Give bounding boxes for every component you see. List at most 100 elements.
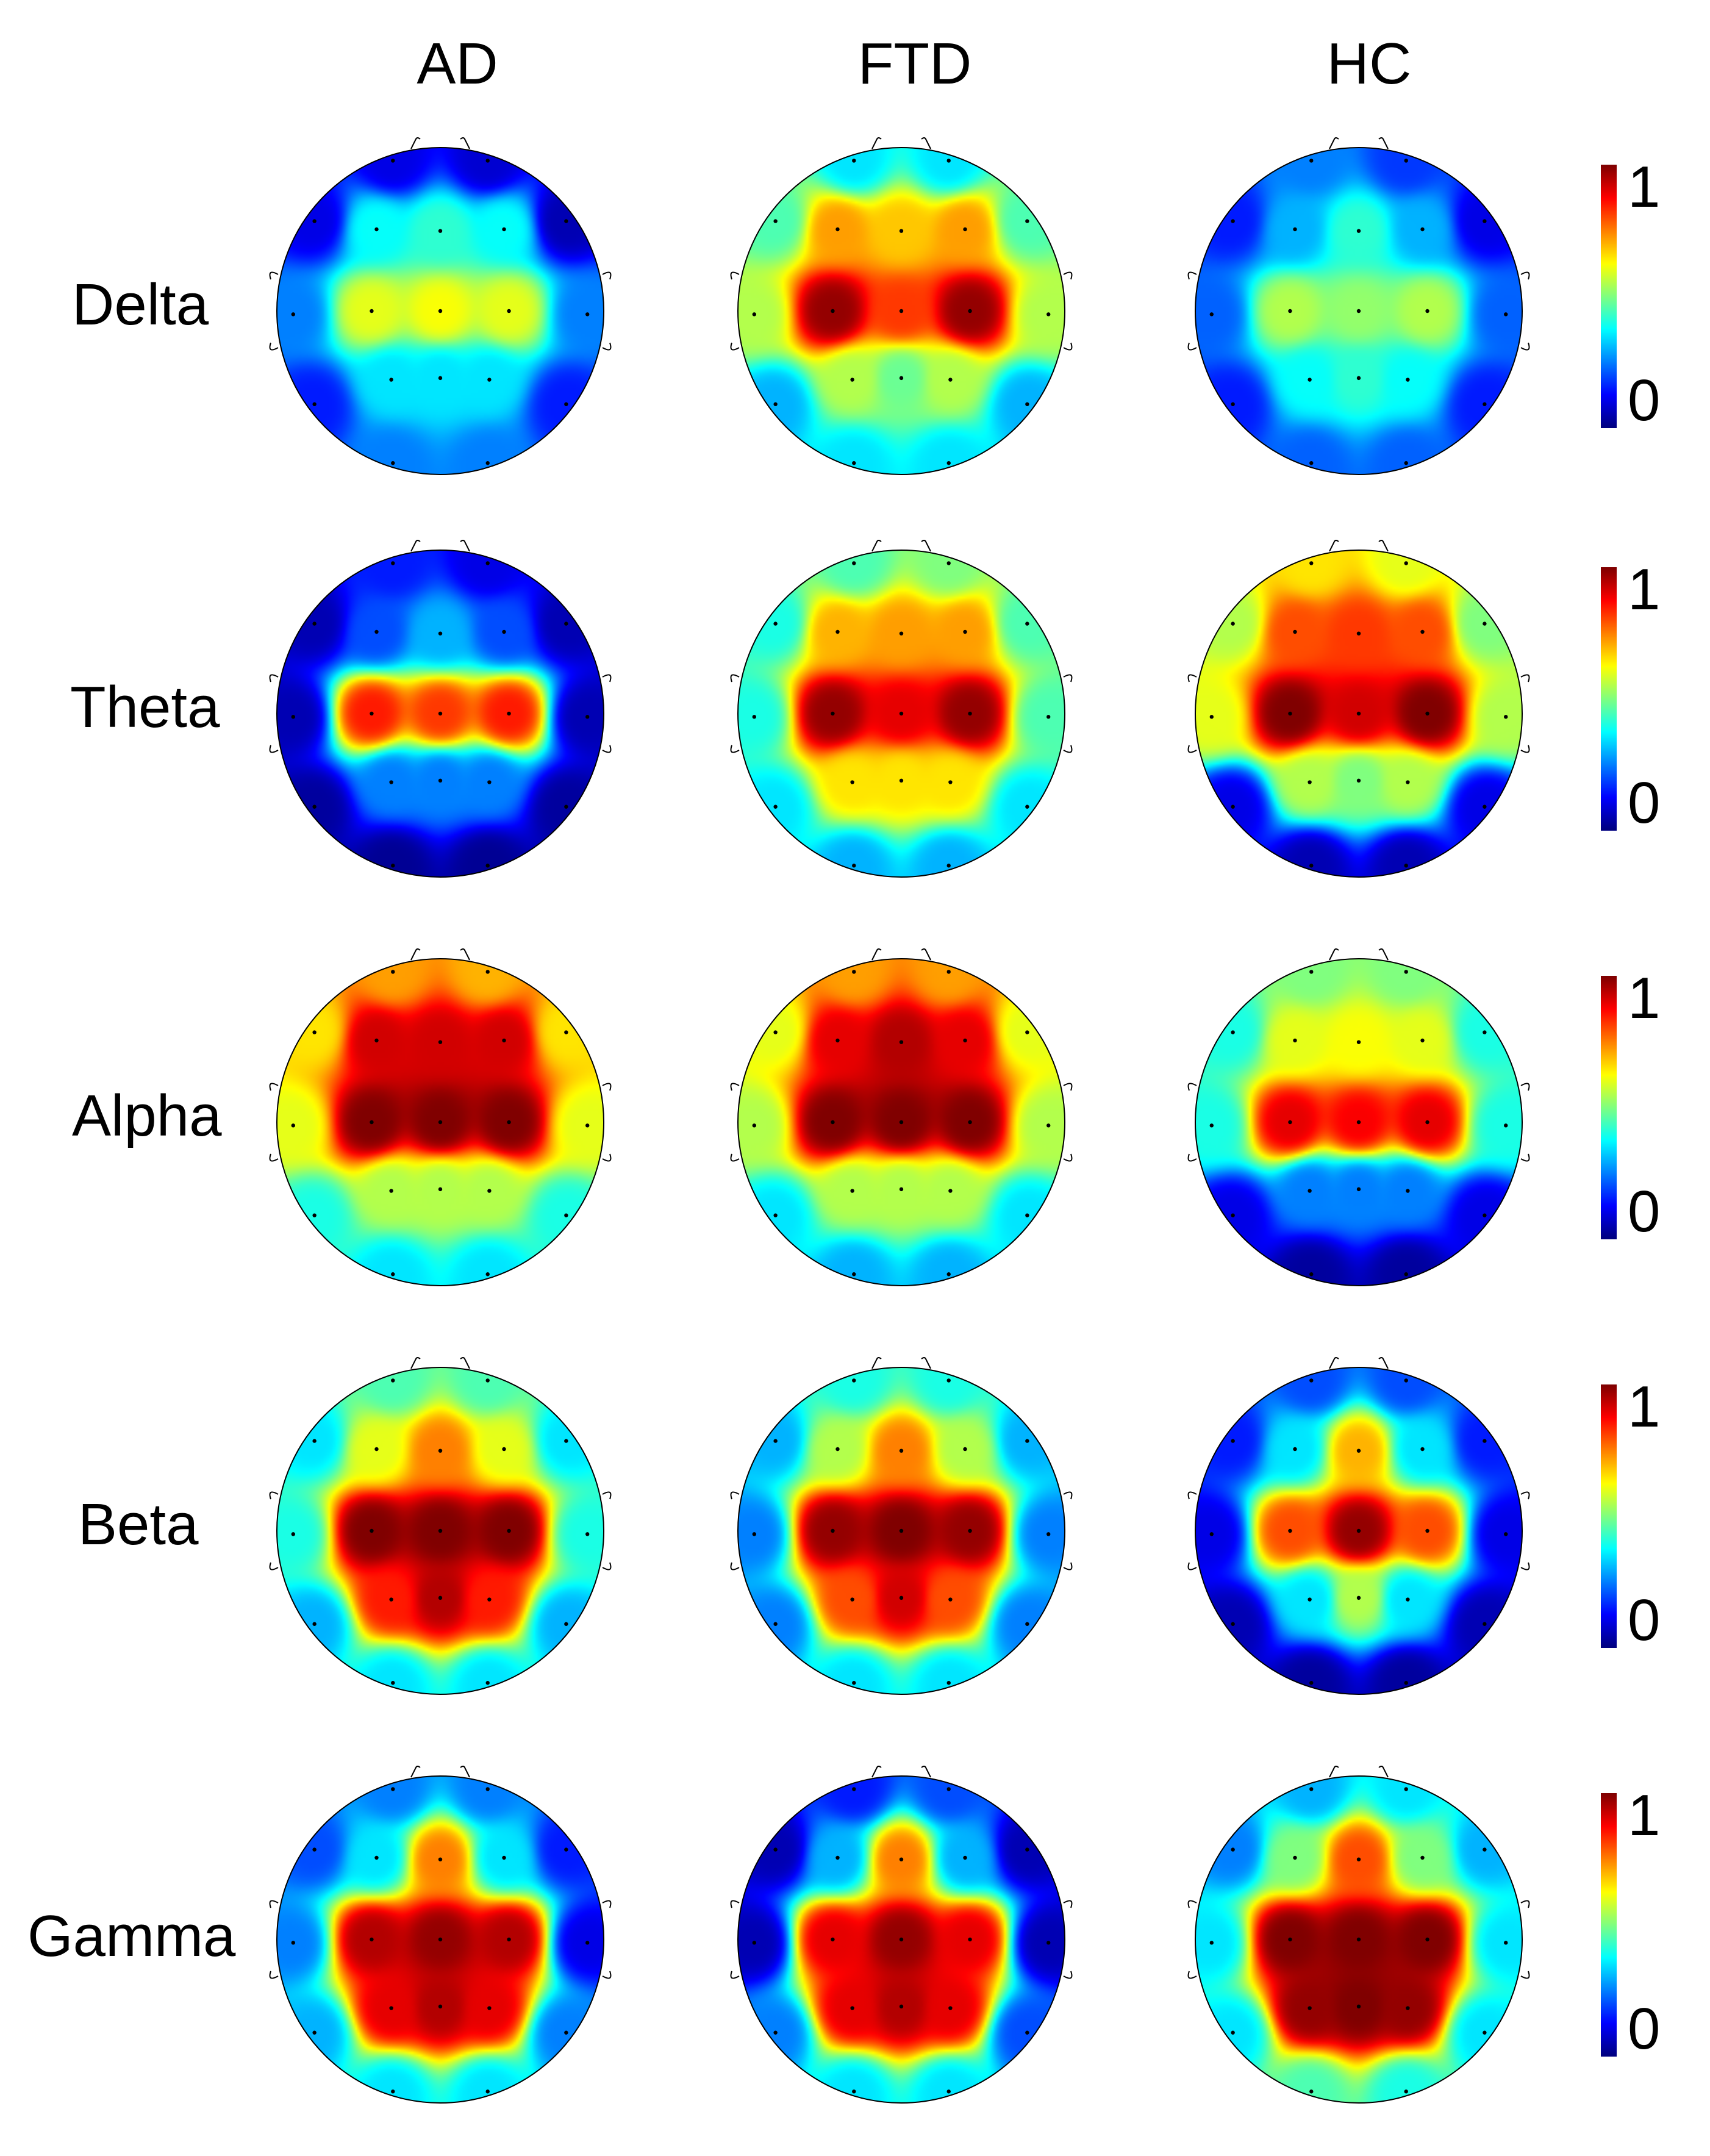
electrode-f4 bbox=[1420, 629, 1425, 634]
electrode-o2 bbox=[946, 1272, 951, 1277]
electrode-f4 bbox=[1420, 227, 1425, 232]
colorbar-tick-max: 1 bbox=[1628, 1783, 1661, 1848]
electrode-p3 bbox=[1308, 1189, 1312, 1193]
electrode-f7 bbox=[312, 1439, 317, 1443]
electrode-f3 bbox=[1293, 1447, 1297, 1452]
topoplot-delta-ftd bbox=[712, 122, 1090, 500]
nose-right-mark bbox=[460, 540, 470, 552]
left-ear-lower bbox=[269, 1153, 279, 1162]
electrode-p4 bbox=[948, 2006, 953, 2010]
left-ear-upper bbox=[1187, 1900, 1197, 1908]
electrode-pz bbox=[899, 2004, 904, 2009]
electrode-t4 bbox=[1504, 715, 1508, 719]
electrode-t5 bbox=[773, 1213, 778, 1217]
electrode-t6 bbox=[564, 1213, 568, 1217]
electrode-fz bbox=[899, 1040, 904, 1044]
electrode-p3 bbox=[850, 1189, 854, 1193]
electrode-t4 bbox=[1504, 1123, 1508, 1128]
electrode-cz bbox=[1356, 711, 1361, 716]
colorbar-tick-min: 0 bbox=[1628, 1996, 1661, 2061]
topoplot-delta-hc bbox=[1170, 122, 1548, 500]
electrode-c4 bbox=[1425, 309, 1429, 313]
electrode-t6 bbox=[1025, 1622, 1029, 1626]
electrode-cz bbox=[1356, 309, 1361, 313]
nose-right-mark bbox=[460, 948, 470, 961]
nose-right-mark bbox=[921, 137, 931, 149]
colorbar-tick-max: 1 bbox=[1628, 1374, 1661, 1439]
electrode-f4 bbox=[963, 1447, 967, 1452]
electrode-fz bbox=[1356, 1040, 1361, 1044]
electrode-t5 bbox=[773, 804, 778, 809]
electrode-c4 bbox=[1425, 711, 1429, 716]
electrode-c4 bbox=[968, 1528, 972, 1533]
right-ear-upper bbox=[1520, 271, 1530, 280]
head-outline bbox=[730, 1766, 1073, 2104]
left-ear-upper bbox=[1187, 271, 1197, 280]
electrode-fz bbox=[899, 1449, 904, 1453]
electrode-cz bbox=[1356, 1937, 1361, 1942]
colorbar-alpha bbox=[1601, 976, 1617, 1239]
right-ear-upper bbox=[602, 1491, 612, 1500]
electrode-p3 bbox=[850, 2006, 854, 2010]
colorbar-tick-min: 0 bbox=[1628, 368, 1661, 433]
electrode-pz bbox=[899, 376, 904, 381]
electrode-t4 bbox=[585, 1123, 590, 1128]
electrode-c4 bbox=[507, 1120, 511, 1125]
electrode-t4 bbox=[1504, 312, 1508, 317]
left-ear-lower bbox=[269, 342, 279, 351]
nose-right-mark bbox=[1378, 137, 1389, 149]
electrode-o2 bbox=[946, 1681, 951, 1685]
electrode-t3 bbox=[1209, 715, 1214, 719]
scalp-circle bbox=[276, 1367, 604, 1695]
left-ear-upper bbox=[269, 674, 279, 682]
electrode-t6 bbox=[564, 402, 568, 406]
left-ear-lower bbox=[269, 745, 279, 753]
left-ear-lower bbox=[1187, 745, 1197, 753]
electrode-t5 bbox=[1231, 1622, 1235, 1626]
electrode-t5 bbox=[1231, 804, 1235, 809]
electrode-fp1 bbox=[1309, 1378, 1314, 1383]
left-ear-upper bbox=[1187, 1083, 1197, 1091]
electrode-p3 bbox=[389, 780, 393, 784]
electrode-t4 bbox=[585, 312, 590, 317]
electrode-f4 bbox=[502, 629, 506, 634]
head-outline bbox=[269, 540, 612, 878]
electrode-c3 bbox=[831, 711, 835, 716]
electrode-o2 bbox=[946, 461, 951, 465]
right-ear-upper bbox=[1063, 674, 1073, 682]
electrode-p4 bbox=[1406, 1597, 1410, 1602]
electrode-p3 bbox=[389, 2006, 393, 2010]
electrode-c3 bbox=[370, 1120, 374, 1125]
electrode-c3 bbox=[1288, 711, 1292, 716]
electrode-fz bbox=[438, 1857, 443, 1861]
right-ear-lower bbox=[1063, 745, 1073, 753]
electrode-c3 bbox=[831, 1528, 835, 1533]
left-ear-upper bbox=[269, 1491, 279, 1500]
electrode-f4 bbox=[1420, 1038, 1425, 1043]
electrode-t5 bbox=[773, 402, 778, 406]
right-ear-upper bbox=[1063, 1491, 1073, 1500]
electrode-f3 bbox=[374, 1447, 379, 1452]
electrode-p4 bbox=[1406, 1189, 1410, 1193]
right-ear-upper bbox=[602, 1900, 612, 1908]
electrode-fp2 bbox=[1404, 1378, 1408, 1383]
left-ear-upper bbox=[730, 271, 740, 280]
nose-right-mark bbox=[921, 1766, 931, 1778]
head-outline bbox=[730, 1357, 1073, 1695]
electrode-f3 bbox=[1293, 227, 1297, 232]
nose-right-mark bbox=[460, 1766, 470, 1778]
nose-right-mark bbox=[921, 948, 931, 961]
left-ear-upper bbox=[269, 1083, 279, 1091]
electrode-p4 bbox=[487, 2006, 492, 2010]
electrode-cz bbox=[438, 309, 443, 313]
right-ear-lower bbox=[602, 1153, 612, 1162]
scalp-circle bbox=[276, 147, 604, 475]
right-ear-lower bbox=[1520, 1153, 1530, 1162]
electrode-t6 bbox=[1025, 402, 1029, 406]
left-ear-lower bbox=[1187, 1153, 1197, 1162]
electrode-p4 bbox=[948, 1597, 953, 1602]
head-outline bbox=[1187, 540, 1530, 878]
electrode-fp1 bbox=[852, 159, 856, 163]
electrode-t6 bbox=[1483, 1622, 1487, 1626]
